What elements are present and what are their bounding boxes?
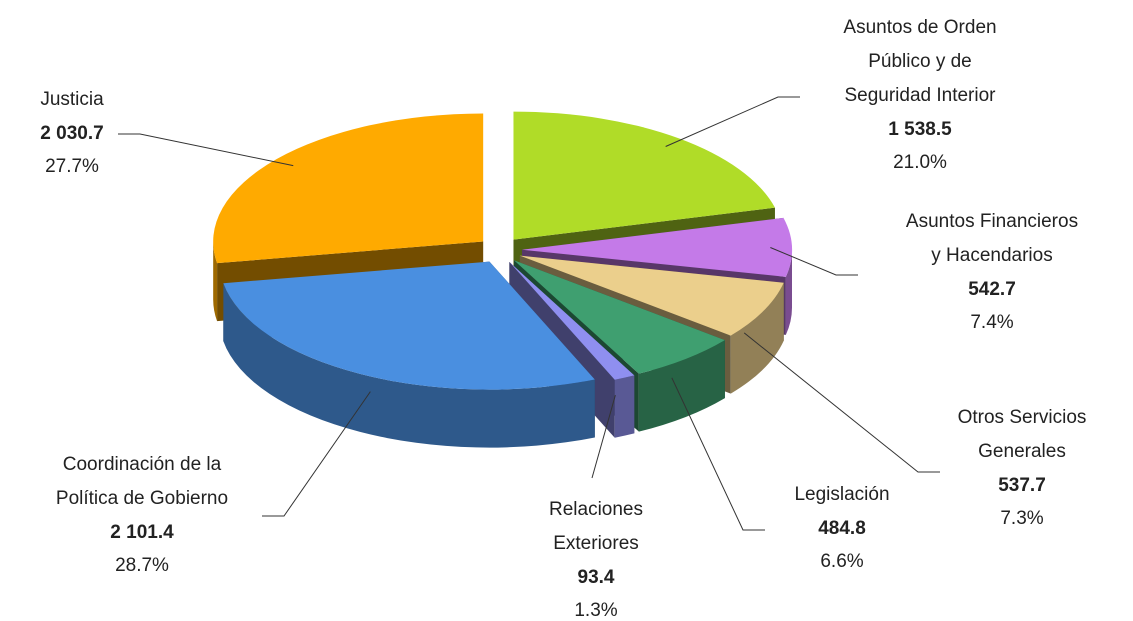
slice (519, 255, 784, 336)
leader-line (262, 391, 371, 517)
slice (509, 261, 635, 380)
slice-label: Generales (978, 441, 1066, 462)
slice (223, 261, 595, 390)
slice-label: Coordinación de la (63, 454, 222, 475)
slice-side (223, 283, 595, 448)
slice-label: Exteriores (553, 533, 639, 554)
slice-label: y Hacendarios (931, 245, 1052, 266)
slice (513, 260, 725, 374)
slice-label: Legislación (794, 484, 889, 505)
leader-line (665, 96, 800, 147)
slice (521, 217, 792, 277)
value-label: 542.7 (968, 279, 1016, 300)
slice-side (785, 249, 792, 335)
slice-label: Público y de (868, 51, 972, 72)
value-label: 484.8 (818, 518, 866, 539)
slice-label: Seguridad Interior (844, 85, 996, 106)
leader-line (118, 133, 294, 167)
leader-line (743, 332, 940, 473)
value-label: 537.7 (998, 475, 1046, 496)
slice-label: Política de Gobierno (56, 488, 228, 509)
slice-label: Otros Servicios (958, 407, 1087, 428)
leader-line (591, 394, 616, 479)
slice-label: Justicia (40, 89, 104, 110)
share-label: 1.3% (574, 600, 617, 621)
slice-label: Asuntos Financieros (906, 211, 1078, 232)
value-label: 2 101.4 (110, 522, 174, 543)
pie (213, 111, 792, 448)
slice (213, 113, 484, 264)
share-label: 21.0% (893, 152, 947, 173)
share-label: 6.6% (820, 551, 863, 572)
value-label: 1 538.5 (888, 119, 952, 140)
slice-side (638, 340, 725, 432)
slice-label: Asuntos de Orden (843, 17, 996, 38)
slice-side (213, 241, 218, 322)
share-label: 27.7% (45, 156, 99, 177)
slice-side (730, 282, 784, 394)
share-label: 28.7% (115, 555, 169, 576)
share-label: 7.3% (1000, 508, 1043, 529)
slice (513, 111, 775, 240)
share-label: 7.4% (970, 312, 1013, 333)
value-label: 93.4 (578, 567, 615, 588)
slice-side (614, 375, 635, 438)
slice-label: Relaciones (549, 499, 643, 520)
leader-line (770, 247, 858, 276)
leader-line (671, 377, 765, 531)
value-label: 2 030.7 (40, 123, 103, 144)
